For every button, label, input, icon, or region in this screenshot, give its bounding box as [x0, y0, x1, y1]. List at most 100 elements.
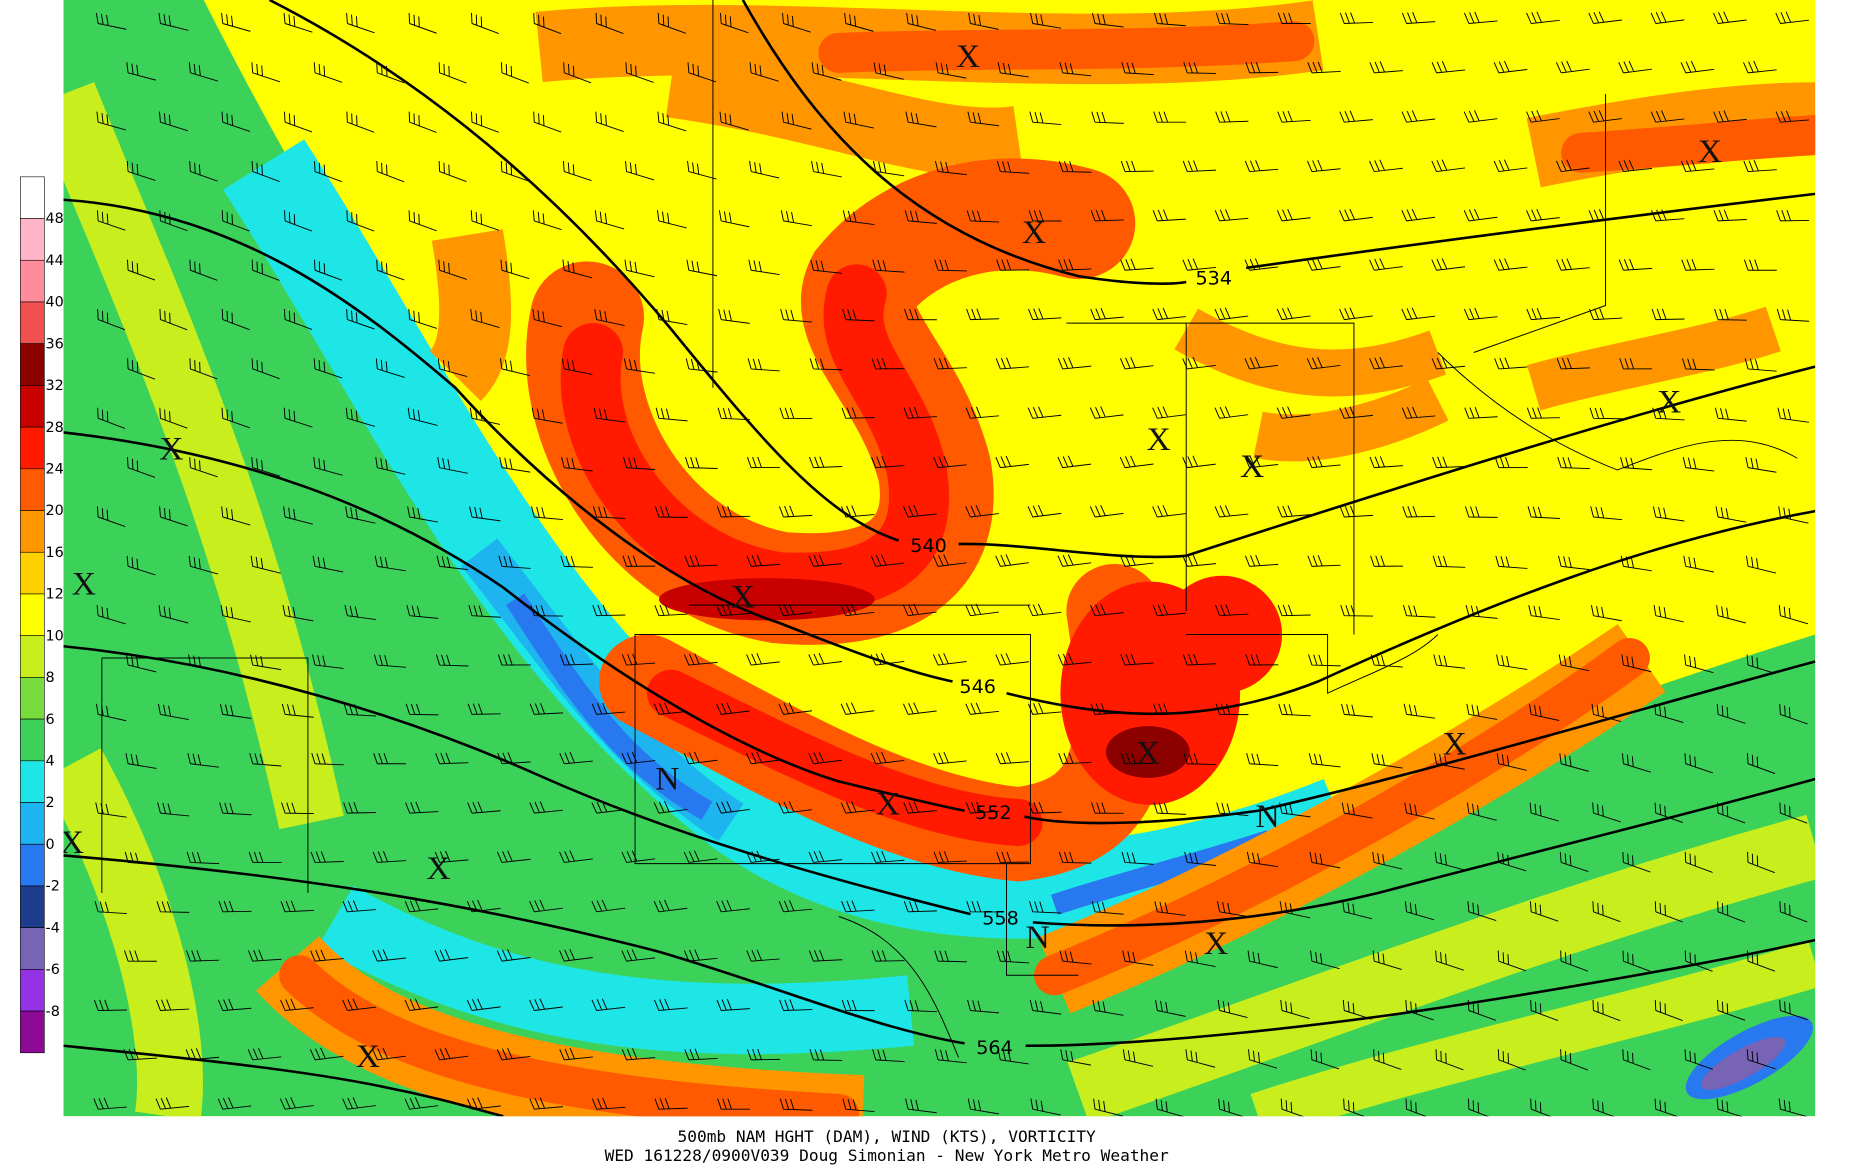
colorbar-swatch — [20, 176, 45, 219]
colorbar-swatch — [20, 802, 45, 845]
colorbar-swatch — [20, 760, 45, 803]
barb-set — [93, 11, 1810, 1117]
colorbar-label: 40 — [46, 295, 64, 311]
colorbar-swatch — [20, 843, 45, 887]
coast-line — [1186, 634, 1439, 694]
colorbar-swatch — [20, 927, 45, 970]
wind-barbs — [93, 11, 1810, 1117]
colorbar-label: -4 — [46, 920, 60, 936]
colorbar-label: -6 — [46, 962, 60, 978]
colorbar-swatch — [20, 593, 45, 636]
contour-line — [63, 854, 1816, 1048]
colorbar-label: 48 — [46, 211, 64, 227]
map-title: 500mb NAM HGHT (DAM), WIND (KTS), VORTIC… — [678, 1127, 1097, 1146]
extrema-marker: X — [426, 850, 450, 887]
extrema-marker: X — [159, 431, 183, 468]
colorbar-label: 32 — [46, 378, 64, 394]
colorbar-swatch — [20, 885, 45, 928]
colorbar-swatch — [20, 259, 45, 303]
colorbar-label: 8 — [46, 670, 55, 686]
extrema-marker: X — [731, 579, 755, 616]
colorbar-label: 16 — [46, 545, 64, 561]
field-lime — [63, 82, 1816, 1117]
colorbar-swatch — [20, 385, 45, 428]
colorbar-label: 36 — [46, 337, 64, 353]
extrema-marker: X — [72, 566, 96, 603]
extrema-marker: N — [655, 761, 679, 798]
extrema-marker: X — [356, 1038, 380, 1075]
field-red — [647, 669, 1043, 846]
extrema-marker: X — [876, 786, 900, 823]
extrema-marker: X — [60, 824, 84, 861]
contour-line — [741, 0, 1816, 285]
colorbar-label: 2 — [46, 795, 55, 811]
height-contours — [63, 0, 1816, 1117]
contour-line — [63, 644, 1816, 927]
extrema-marker: X — [1698, 133, 1722, 170]
state-line — [634, 634, 1031, 865]
extrema-marker: X — [1136, 735, 1160, 772]
colorbar-label: 44 — [46, 253, 64, 269]
extrema-marker: X — [1442, 726, 1466, 763]
contour-label: 558 — [982, 908, 1019, 930]
colorbar-label: 0 — [46, 837, 55, 853]
coast-line — [1437, 352, 1798, 471]
state-line — [838, 863, 1079, 1058]
colorbar-swatch — [20, 301, 45, 344]
contour-line — [63, 198, 1816, 716]
colorbar-swatch — [20, 343, 45, 386]
colorbar-label: -2 — [46, 879, 60, 895]
field-orangered — [279, 21, 1816, 1117]
colorbar-label: 6 — [46, 712, 55, 728]
colorbar-swatch — [20, 1010, 45, 1054]
extrema-marker: X — [1240, 448, 1264, 485]
colorbar-swatch — [20, 426, 45, 470]
colorbar-label: 24 — [46, 462, 64, 478]
extrema-marker: X — [1204, 925, 1228, 962]
contour-label: 540 — [910, 535, 947, 557]
extrema-markers: X X X X X X X X X N X X X N X X N X X — [60, 38, 1722, 1075]
contour-line — [63, 1044, 504, 1117]
state-line — [101, 657, 309, 893]
contour-label: 546 — [959, 676, 996, 698]
colorbar-label: 12 — [46, 587, 64, 603]
colorbar-swatch — [20, 718, 45, 762]
field-darkred — [659, 578, 875, 621]
field-lime — [1250, 941, 1816, 1117]
extrema-marker: X — [1657, 384, 1681, 421]
contour-labels: 534 540 546 552 558 564 — [910, 268, 1232, 1059]
vorticity-field: 534 540 546 552 558 564 X X X X X X X X X N X X X N X X N X X — [60, 0, 1816, 1117]
field-red — [560, 264, 949, 612]
colorbar-swatch — [20, 218, 45, 261]
colorbar-label: 20 — [46, 503, 64, 519]
map-subtitle: WED 161228/0900V039 Doug Simonian - New … — [605, 1146, 1170, 1165]
colorbar-swatch — [20, 468, 45, 511]
contour-line — [268, 0, 1816, 559]
contour-label: 552 — [975, 802, 1012, 824]
contour-label: 534 — [1195, 268, 1232, 290]
extrema-marker: N — [1256, 798, 1280, 835]
colorbar-label: 4 — [46, 754, 55, 770]
contour-line — [63, 431, 1816, 825]
field-darkred — [1105, 726, 1190, 778]
field-cyan — [317, 885, 915, 1055]
colorbar-swatch — [20, 635, 45, 678]
extrema-marker: N — [1026, 920, 1050, 957]
field-purple — [1701, 1036, 1786, 1090]
extrema-marker: X — [956, 38, 980, 75]
colorbar-swatch — [20, 969, 45, 1012]
extrema-marker: X — [1022, 215, 1046, 252]
colorbar-swatch — [20, 551, 45, 595]
field-orange — [1174, 306, 1781, 462]
colorbar-label: 10 — [46, 628, 64, 644]
state-line — [712, 0, 1607, 388]
colorbar-label: 28 — [46, 420, 64, 436]
colorbar-label: -8 — [46, 1004, 60, 1020]
colorbar-swatch — [20, 677, 45, 720]
contour-label: 564 — [976, 1037, 1013, 1059]
extrema-marker: X — [1147, 421, 1171, 458]
colorbar-swatch — [20, 510, 45, 553]
